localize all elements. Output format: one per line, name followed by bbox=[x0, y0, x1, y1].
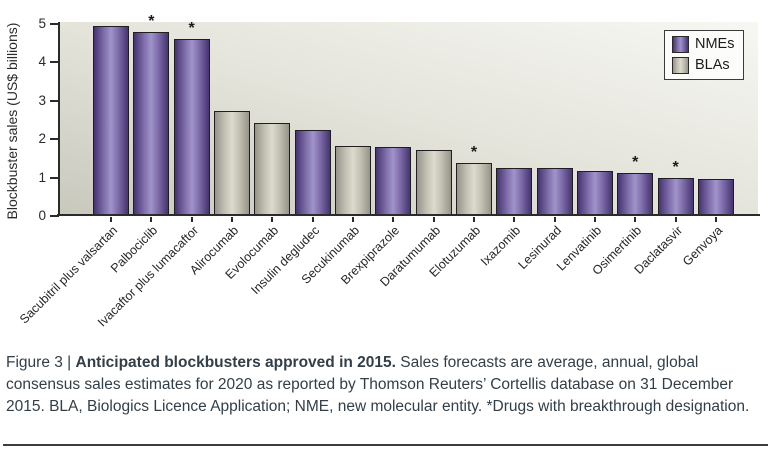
bar-evolocumab bbox=[254, 123, 291, 216]
x-tick bbox=[674, 217, 677, 222]
x-tick bbox=[311, 217, 314, 222]
breakthrough-star: * bbox=[188, 19, 195, 37]
bar-palbociclib bbox=[133, 31, 170, 216]
y-tick-label: 5 bbox=[38, 16, 46, 31]
bar-lenvatinib bbox=[576, 171, 613, 216]
y-tick-label: 3 bbox=[38, 92, 46, 108]
legend-label: NMEs bbox=[695, 36, 735, 52]
bar-alirocumab bbox=[213, 111, 250, 216]
bar-secukinumab bbox=[334, 145, 371, 216]
x-tick bbox=[432, 217, 435, 222]
caption-body: Sales forecasts are average, annual, glo… bbox=[6, 354, 750, 415]
bar-sacubitril-plus-valsartan bbox=[93, 25, 129, 216]
bar-genvoya bbox=[697, 178, 734, 216]
bar-ixazomib bbox=[496, 167, 533, 216]
x-tick bbox=[230, 217, 233, 222]
y-tick bbox=[50, 176, 59, 179]
y-tick bbox=[50, 61, 59, 64]
legend-label: BLAs bbox=[695, 57, 730, 73]
legend-item-nmes: NMEs bbox=[672, 36, 734, 53]
plot-area: * * * * * bbox=[60, 13, 758, 216]
x-tick bbox=[392, 217, 395, 222]
legend-swatch-nme bbox=[672, 36, 689, 53]
bottom-rule bbox=[3, 444, 768, 446]
y-tick-label: 2 bbox=[38, 131, 46, 147]
x-tick bbox=[150, 217, 153, 222]
x-tick bbox=[553, 217, 556, 222]
x-axis-line bbox=[57, 214, 760, 216]
legend: NMEs BLAs bbox=[664, 30, 745, 80]
x-tick bbox=[110, 217, 112, 222]
breakthrough-star: * bbox=[148, 12, 155, 30]
breakthrough-star: * bbox=[470, 144, 478, 162]
bar-elotuzumab bbox=[455, 163, 492, 216]
bar-daratumumab bbox=[415, 149, 452, 216]
y-tick bbox=[50, 23, 59, 25]
bar-daclatasvir bbox=[657, 177, 694, 216]
y-tick bbox=[50, 99, 59, 102]
y-tick-label: 0 bbox=[38, 208, 46, 223]
x-tick bbox=[593, 217, 596, 222]
legend-swatch-bla bbox=[672, 57, 689, 74]
caption-title: Anticipated blockbusters approved in 201… bbox=[75, 354, 396, 371]
x-tick bbox=[271, 217, 274, 222]
figure-caption: Figure 3 | Anticipated blockbusters appr… bbox=[6, 352, 763, 418]
x-tick bbox=[714, 217, 717, 222]
y-tick bbox=[50, 138, 59, 141]
x-tick bbox=[634, 217, 637, 222]
bar-lesinurad bbox=[536, 168, 573, 216]
y-tick bbox=[50, 215, 59, 217]
x-tick bbox=[513, 217, 516, 222]
breakthrough-star: * bbox=[632, 153, 639, 171]
y-tick-label: 1 bbox=[38, 169, 46, 185]
bar-ivacaftor-plus-lumacaftor bbox=[173, 38, 210, 216]
x-tick bbox=[351, 217, 354, 222]
y-axis-title: Blockbuster sales (US$ billions) bbox=[4, 22, 20, 220]
breakthrough-star: * bbox=[672, 158, 679, 176]
legend-item-blas: BLAs bbox=[672, 57, 734, 74]
x-tick bbox=[190, 217, 193, 222]
y-tick-label: 4 bbox=[38, 54, 46, 70]
x-tick bbox=[472, 217, 475, 222]
caption-figure-label: Figure 3 | bbox=[6, 354, 76, 371]
bar-osimertinib bbox=[617, 172, 654, 216]
bar-insulin-degludec bbox=[294, 129, 331, 216]
bar-brexpiprazole bbox=[375, 146, 412, 216]
y-axis-line bbox=[58, 22, 60, 216]
